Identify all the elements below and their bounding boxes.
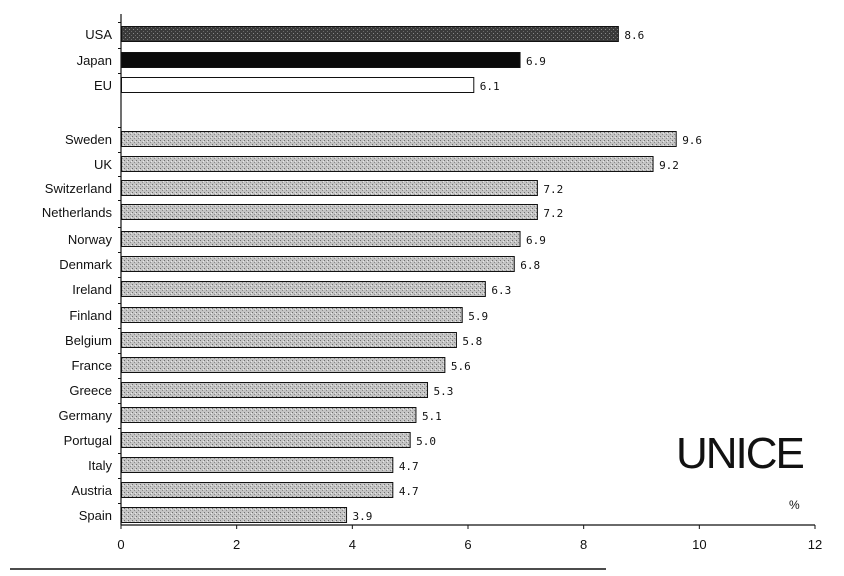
category-label-sweden: Sweden: [65, 132, 112, 147]
category-label-switzerland: Switzerland: [45, 181, 112, 196]
category-label-finland: Finland: [69, 308, 112, 323]
bar-ireland: [121, 281, 486, 297]
bar-japan: [121, 52, 521, 68]
value-label-denmark: 6.8: [520, 259, 540, 272]
x-tick-label-6: 6: [464, 537, 471, 552]
value-label-finland: 5.9: [468, 310, 488, 323]
x-tick-label-12: 12: [808, 537, 822, 552]
value-label-uk: 9.2: [659, 159, 679, 172]
value-label-france: 5.6: [451, 360, 471, 373]
category-label-austria: Austria: [72, 483, 113, 498]
category-label-japan: Japan: [77, 53, 112, 68]
unit-label: %: [789, 498, 800, 512]
value-label-germany: 5.1: [422, 410, 442, 423]
category-label-ireland: Ireland: [72, 282, 112, 297]
axes: 0 2 4 6 8 10 12: [10, 14, 822, 570]
x-tick-label-8: 8: [580, 537, 587, 552]
bar-eu: [121, 77, 475, 93]
category-label-usa: USA: [85, 27, 112, 42]
x-tick-label-4: 4: [349, 537, 356, 552]
bar-uk: [121, 156, 654, 172]
value-label-eu: 6.1: [480, 80, 500, 93]
value-label-sweden: 9.6: [682, 134, 702, 147]
bar-austria: [121, 482, 394, 498]
category-label-norway: Norway: [68, 232, 113, 247]
value-label-austria: 4.7: [399, 485, 419, 498]
category-label-france: France: [72, 358, 112, 373]
unice-logo-text: UNICE: [676, 429, 805, 478]
category-label-greece: Greece: [69, 383, 112, 398]
value-label-ireland: 6.3: [491, 284, 511, 297]
value-label-italy: 4.7: [399, 460, 419, 473]
bar-italy: [121, 457, 394, 473]
bar-greece: [121, 382, 429, 398]
bar-sweden: [121, 131, 677, 147]
category-label-spain: Spain: [79, 508, 112, 523]
bar-france: [121, 357, 446, 373]
value-label-norway: 6.9: [526, 234, 546, 247]
bar-germany: [121, 407, 417, 423]
value-label-netherlands: 7.2: [543, 207, 563, 220]
x-tick-label-0: 0: [117, 537, 124, 552]
value-label-portugal: 5.0: [416, 435, 436, 448]
bar-belgium: [121, 332, 457, 348]
bar-spain: [121, 507, 348, 523]
category-label-italy: Italy: [88, 458, 112, 473]
bar-finland: [121, 307, 463, 323]
x-tick-label-10: 10: [692, 537, 706, 552]
category-label-eu: EU: [94, 78, 112, 93]
category-label-portugal: Portugal: [64, 433, 113, 448]
category-labels: USA Japan EU Sweden UK Switzerland Netherlands…: [42, 27, 113, 523]
value-label-belgium: 5.8: [462, 335, 482, 348]
value-label-usa: 8.6: [624, 29, 644, 42]
category-label-netherlands: Netherlands: [42, 205, 113, 220]
x-tick-label-2: 2: [233, 537, 240, 552]
value-label-switzerland: 7.2: [543, 183, 563, 196]
value-label-greece: 5.3: [434, 385, 454, 398]
value-labels: 8.6 6.9 6.1 9.69.2 7.2 7.2 6.9 6.8 6.35.9 5.8 5.6 5…: [353, 29, 703, 523]
bar-portugal: [121, 432, 411, 448]
bar-netherlands: [121, 204, 538, 220]
bars-layer: [121, 26, 677, 523]
value-label-japan: 6.9: [526, 55, 546, 68]
bar-denmark: [121, 256, 515, 272]
value-label-spain: 3.9: [353, 510, 373, 523]
category-label-germany: Germany: [59, 408, 113, 423]
category-label-uk: UK: [94, 157, 112, 172]
bar-switzerland: [121, 180, 538, 196]
bar-usa: [121, 26, 619, 42]
category-label-belgium: Belgium: [65, 333, 112, 348]
category-label-denmark: Denmark: [59, 257, 112, 272]
bar-norway: [121, 231, 521, 247]
